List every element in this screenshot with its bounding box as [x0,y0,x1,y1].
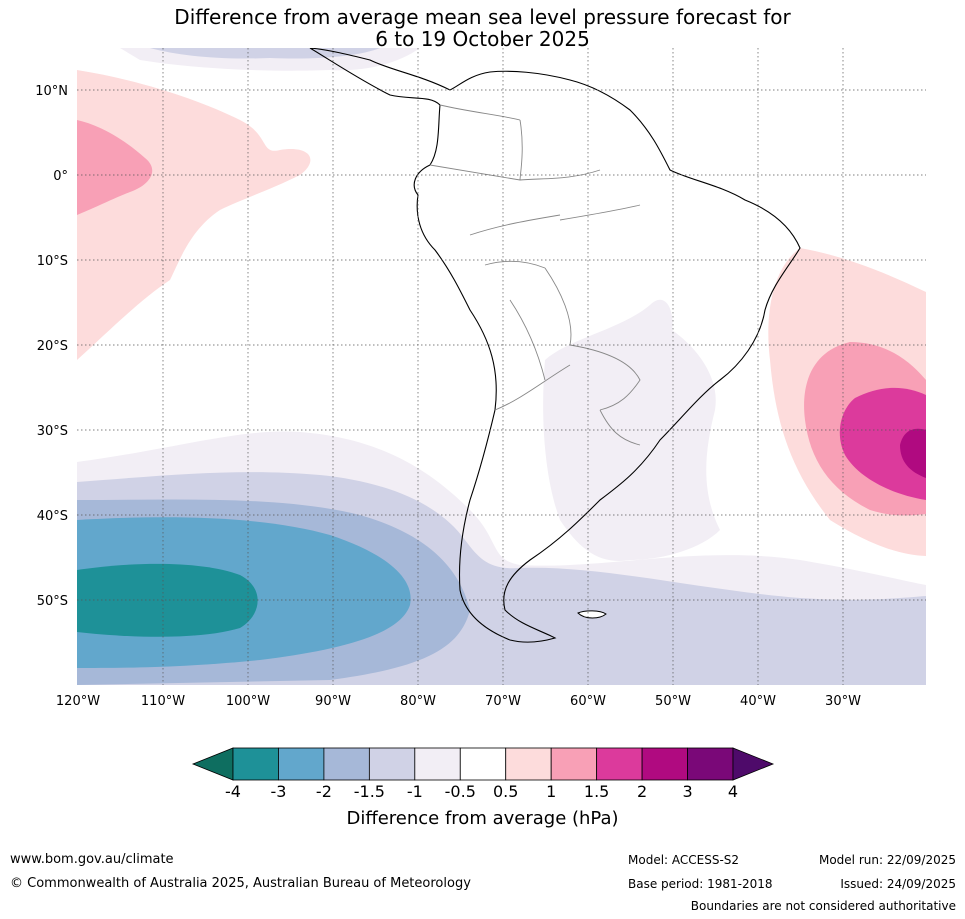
anomaly-neg-3 [77,563,258,637]
colorbar-tick-label: -1 [406,782,423,801]
map-title-line1: Difference from average mean sea level p… [174,5,791,29]
lon-label-40w: 40°W [740,694,776,709]
lat-gridlines [77,89,926,601]
colorbar [191,747,775,781]
lat-label-30s: 30°S [37,424,68,439]
footer-model-run: Model run: 22/09/2025 [818,853,956,867]
colorbar-swatch [232,747,279,781]
lat-label-40s: 40°S [37,509,68,524]
lon-label-50w: 50°W [655,694,691,709]
footer-url[interactable]: www.bom.gov.au/climate [10,852,174,867]
falkland-islands [577,610,607,619]
colorbar-tick-label: 1.5 [583,782,610,801]
colorbar-tick-label: 3 [682,782,693,801]
map-title-line2: 6 to 19 October 2025 [375,27,590,51]
colorbar-tick-label: -2 [315,782,332,801]
colorbar-swatch [596,747,643,781]
colorbar-tick-label: -4 [225,782,241,801]
lat-label-20s: 20°S [37,339,68,354]
anomaly-pos-2-atlantic [900,428,926,478]
lat-label-0: 0° [53,169,68,184]
lat-label-10s: 10°S [37,254,68,269]
colorbar-swatch [641,747,688,781]
lon-label-30w: 30°W [825,694,861,709]
colorbar-swatch [550,747,598,781]
colorbar-tick-label: -3 [270,782,287,801]
anomaly-neg-0.5-continent [543,299,720,561]
lon-label-70w: 70°W [485,694,521,709]
anomaly-pos-1-pacific [77,120,153,215]
footer-base-period: Base period: 1981-2018 [628,877,773,891]
lon-label-110w: 110°W [141,694,185,709]
lon-label-60w: 60°W [570,694,606,709]
colorbar-tick-label: -1.5 [353,782,385,801]
lon-label-100w: 100°W [226,694,270,709]
colorbar-swatch [505,747,552,781]
lon-label-90w: 90°W [315,694,351,709]
south-america-outline [309,48,801,643]
colorbar-tick-label: 2 [636,782,648,801]
colorbar-tick-label: 0.5 [492,782,519,801]
lon-label-120w: 120°W [56,694,100,709]
country-borders [429,104,641,446]
colorbar-title: Difference from average (hPa) [346,808,619,829]
lat-label-50s: 50°S [37,594,68,609]
colorbar-swatch [368,747,416,781]
colorbar-swatch [414,747,461,781]
colorbar-tick-label: -0.5 [444,782,476,801]
colorbar-extend-low [191,747,234,781]
footer-model: Model: ACCESS-S2 [628,853,740,867]
footer-issued: Issued: 24/09/2025 [840,877,956,891]
colorbar-swatch [687,747,734,781]
colorbar-swatch [459,747,507,781]
colorbar-swatch [323,747,370,781]
lon-label-80w: 80°W [400,694,436,709]
anomaly-pos-1.5-atlantic [839,387,926,500]
colorbar-tick-label: 1 [546,782,557,801]
colorbar-swatch [278,747,325,781]
footer-disclaimer: Boundaries are not considered authoritat… [690,899,956,913]
anomaly-pos-0.5-pacific [77,70,311,360]
footer-copyright: © Commonwealth of Australia 2025, Austra… [10,876,471,891]
colorbar-tick-label: 4 [727,782,739,801]
lat-label-10n: 10°N [35,84,68,99]
colorbar-extend-high [732,747,775,781]
